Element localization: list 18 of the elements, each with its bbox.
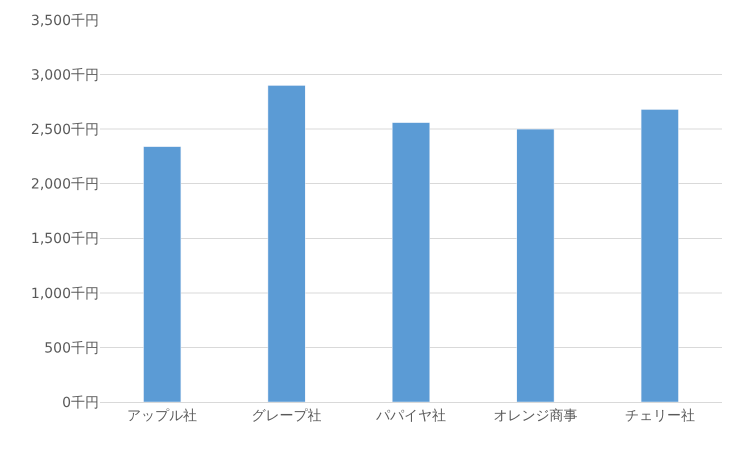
y-tick-label: 1,500千円 [30, 231, 99, 248]
y-tick-label: 500千円 [44, 340, 99, 356]
bar [268, 85, 306, 402]
y-tick-label: 3,500千円 [30, 12, 99, 29]
x-tick-label: オレンジ商事 [493, 408, 578, 424]
x-tick-label: チェリー社 [624, 408, 695, 424]
bar [143, 146, 182, 402]
y-tick-label: 1,000千円 [30, 286, 99, 302]
bar [516, 128, 554, 402]
y-tick-label: 0千円 [62, 394, 99, 411]
x-tick-label: パパイヤ社 [375, 408, 446, 424]
x-tick-label: グレープ社 [252, 408, 322, 424]
y-tick-label: 2,000千円 [30, 176, 99, 193]
y-tick-label: 2,500千円 [30, 122, 99, 138]
x-tick-label: アップル社 [127, 408, 198, 424]
bar [640, 109, 679, 402]
y-tick-label: 3,000千円 [30, 67, 99, 84]
bar [392, 122, 430, 402]
